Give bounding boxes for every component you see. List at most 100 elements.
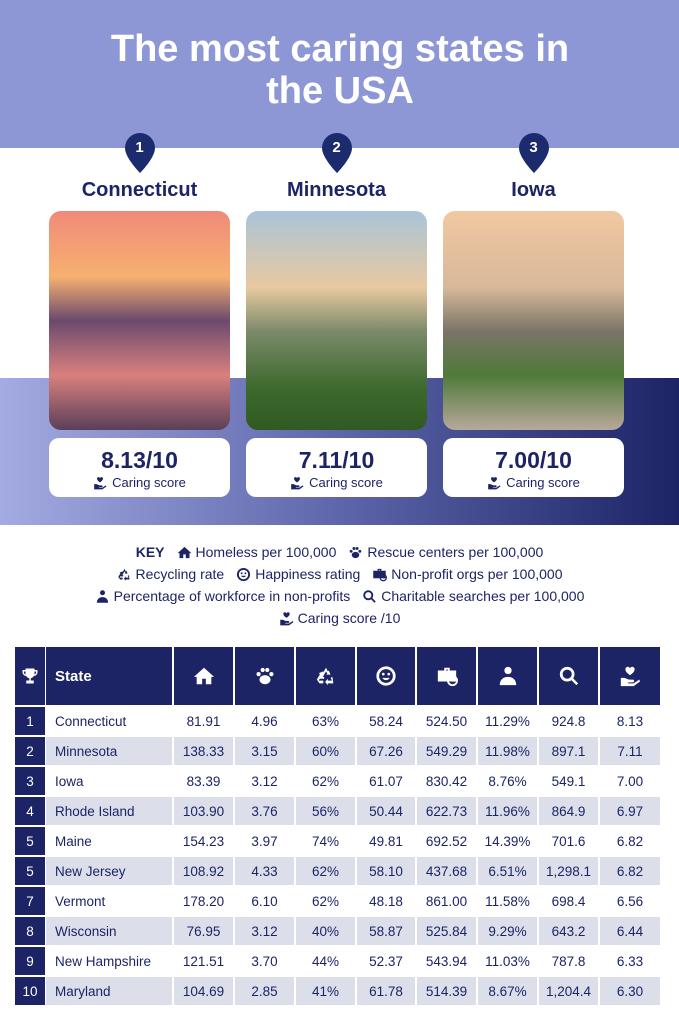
- header-state: State: [55, 667, 92, 685]
- key-item: Charitable searches per 100,000: [362, 588, 584, 604]
- key-label: KEY: [135, 544, 165, 560]
- value-cell: 2.85: [235, 977, 294, 1005]
- state-cell: Vermont: [46, 887, 172, 915]
- icon: [348, 545, 363, 560]
- value-cell: 62%: [296, 887, 355, 915]
- value-cell: 83.39: [174, 767, 233, 795]
- icon: [315, 665, 337, 687]
- state-name: Connecticut: [81, 179, 198, 201]
- rank-cell: 7: [15, 887, 45, 915]
- value-cell: 4.96: [235, 707, 294, 735]
- value-cell: 49.81: [357, 827, 415, 855]
- header-cell: [357, 647, 415, 705]
- value-cell: 52.37: [357, 947, 415, 975]
- value-cell: 6.10: [235, 887, 294, 915]
- value-cell: 61.07: [357, 767, 415, 795]
- value-cell: 543.94: [417, 947, 476, 975]
- value-cell: 8.67%: [478, 977, 537, 1005]
- rank: 2: [332, 139, 341, 156]
- pin: [124, 133, 155, 173]
- pin: [321, 133, 352, 173]
- value-cell: 6.56: [600, 887, 660, 915]
- header-cell: [417, 647, 476, 705]
- value-cell: 6.82: [600, 857, 660, 885]
- key-item: Recycling rate: [117, 566, 224, 582]
- value-cell: 60%: [296, 737, 355, 765]
- value-cell: 61.78: [357, 977, 415, 1005]
- value-cell: 11.29%: [478, 707, 537, 735]
- header-cell: State: [46, 647, 172, 705]
- icon: [177, 545, 192, 560]
- value-cell: 525.84: [417, 917, 476, 945]
- value-cell: 861.00: [417, 887, 476, 915]
- value-cell: 67.26: [357, 737, 415, 765]
- key-text: Non-profit orgs per 100,000: [391, 566, 563, 582]
- value-cell: 11.03%: [478, 947, 537, 975]
- rank: 1: [135, 139, 144, 156]
- score-card: 8.13/10 Caring score: [49, 438, 230, 497]
- title: The most caring states in the USA: [110, 28, 570, 112]
- state-cell: New Jersey: [46, 857, 172, 885]
- value-cell: 7.11: [600, 737, 660, 765]
- value-cell: 924.8: [539, 707, 598, 735]
- icon: [236, 567, 251, 582]
- value-cell: 121.51: [174, 947, 233, 975]
- value-cell: 104.69: [174, 977, 233, 1005]
- rank-cell: 5: [15, 827, 45, 855]
- rank-cell: 10: [15, 977, 45, 1005]
- value-cell: 4.33: [235, 857, 294, 885]
- score-label-row: Caring score: [443, 475, 624, 490]
- key: KEY Homeless per 100,000 Rescue centers pe…: [0, 541, 679, 629]
- value-cell: 643.2: [539, 917, 598, 945]
- value-cell: 11.98%: [478, 737, 537, 765]
- value-cell: 108.92: [174, 857, 233, 885]
- value-cell: 103.90: [174, 797, 233, 825]
- header-cell: [539, 647, 598, 705]
- icon: [254, 665, 276, 687]
- value-cell: 6.33: [600, 947, 660, 975]
- value-cell: 7.00: [600, 767, 660, 795]
- value-cell: 8.76%: [478, 767, 537, 795]
- key-item: Rescue centers per 100,000: [348, 544, 543, 560]
- value-cell: 9.29%: [478, 917, 537, 945]
- header-cell: [15, 647, 45, 705]
- header-cell: [174, 647, 233, 705]
- value-cell: 50.44: [357, 797, 415, 825]
- value-cell: 3.97: [235, 827, 294, 855]
- icon: [117, 567, 132, 582]
- header-cell: [235, 647, 294, 705]
- key-row: Percentage of workforce in non-profits Ch…: [0, 585, 679, 607]
- key-row: KEY Homeless per 100,000 Rescue centers pe…: [0, 541, 679, 563]
- value-cell: 622.73: [417, 797, 476, 825]
- score: 7.00/10: [495, 447, 572, 473]
- state-cell: New Hampshire: [46, 947, 172, 975]
- state-name: Minnesota: [287, 179, 386, 201]
- header-cell: [478, 647, 537, 705]
- value-cell: 864.9: [539, 797, 598, 825]
- value-cell: 48.18: [357, 887, 415, 915]
- icon: [279, 611, 294, 626]
- key-text: Homeless per 100,000: [195, 544, 337, 560]
- value-cell: 897.1: [539, 737, 598, 765]
- key-item: Homeless per 100,000: [177, 544, 337, 560]
- header-band: [0, 0, 679, 148]
- score-card: 7.00/10 Caring score: [443, 438, 624, 497]
- value-cell: 138.33: [174, 737, 233, 765]
- rank-cell: 8: [15, 917, 45, 945]
- icon: [95, 589, 110, 604]
- rank-cell: 3: [15, 767, 45, 795]
- value-cell: 6.44: [600, 917, 660, 945]
- key-text: Rescue centers per 100,000: [367, 544, 544, 560]
- score-label-row: Caring score: [246, 475, 427, 490]
- key-text: Happiness rating: [255, 566, 361, 582]
- value-cell: 58.10: [357, 857, 415, 885]
- pin: [518, 133, 549, 173]
- photo: [246, 211, 427, 430]
- key-text: Percentage of workforce in non-profits: [113, 588, 351, 604]
- value-cell: 40%: [296, 917, 355, 945]
- rank-cell: 1: [15, 707, 45, 735]
- value-cell: 3.15: [235, 737, 294, 765]
- key-item: Caring score /10: [279, 610, 400, 626]
- state-cell: Connecticut: [46, 707, 172, 735]
